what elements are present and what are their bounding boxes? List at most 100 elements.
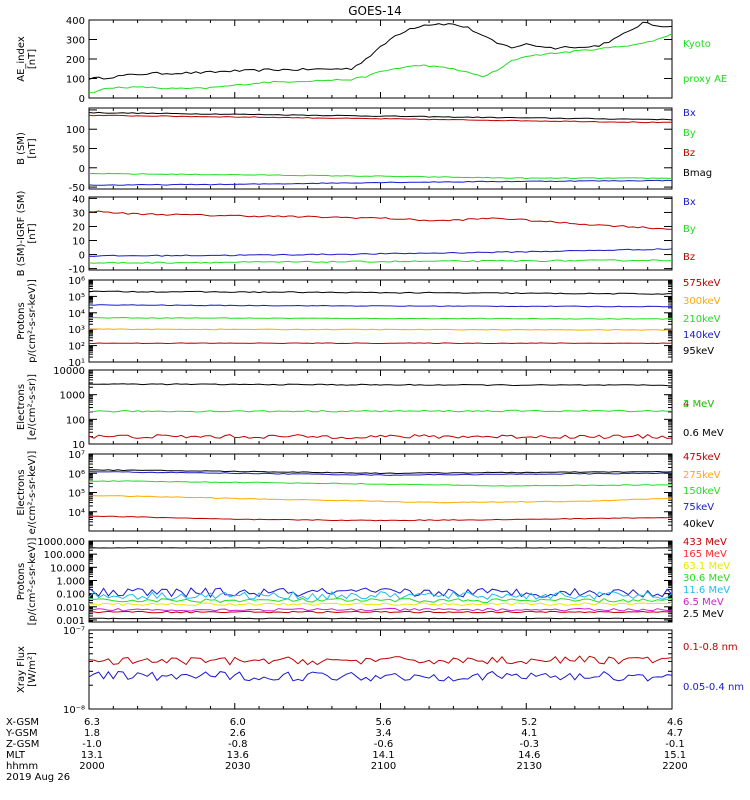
footer-value: -1.0 — [82, 739, 102, 750]
series-line-red — [88, 114, 672, 124]
series-line-blue — [88, 587, 673, 598]
panel-frame — [88, 107, 673, 190]
y-axis-label: B (SM) — [16, 132, 27, 165]
footer-value: 5.2 — [521, 717, 537, 728]
legend-entry: 30.6 MeV — [683, 573, 730, 584]
series-line-red — [88, 210, 673, 230]
legend-entry: Themis AE — [682, 0, 736, 3]
series-line-black — [88, 469, 673, 475]
y-axis-label: [nT] — [27, 223, 38, 243]
y-tick-label: 10⁴ — [68, 309, 85, 320]
y-axis-label: AE_index — [16, 36, 27, 82]
y-tick-label: 0 — [79, 251, 85, 262]
y-tick-label: 10⁶ — [68, 276, 85, 287]
y-tick-label: 100 — [66, 125, 85, 136]
legend-entry: proxy AE — [683, 74, 727, 85]
y-tick-label: 10000 — [53, 366, 85, 377]
footer-value: -0.1 — [665, 739, 685, 750]
footer-value: 13.6 — [227, 750, 249, 761]
y-tick-label: 10 — [72, 237, 85, 248]
y-axis-label: B (SM)-IGRF (SM) — [16, 191, 27, 277]
legend-entry: Bx — [683, 108, 696, 119]
series-line-blue — [88, 179, 673, 186]
series-line-magenta — [88, 607, 673, 612]
legend-entry: 95keV — [683, 346, 714, 357]
y-tick-label: 40 — [72, 194, 85, 205]
series-line-green — [88, 172, 673, 180]
legend-entry: 2 MeV — [683, 399, 714, 410]
panel-bigrf: -10 0 10 20 30 40 B (SM)-IGRF (SM) [nT] Bx By Bz — [16, 191, 696, 277]
y-tick-label: 0 — [79, 164, 85, 175]
y-tick-label: 100 — [66, 75, 85, 86]
legend-entry: 475keV — [683, 452, 721, 463]
y-tick-label: 10³ — [68, 325, 85, 336]
legend-entry: 150keV — [683, 486, 721, 497]
y-tick-label: 1000 — [60, 391, 85, 402]
legend-entry: 300keV — [683, 296, 721, 307]
series-line-blue — [88, 471, 673, 476]
series-line-green — [88, 598, 673, 604]
legend-entry: 0.1-0.8 nm — [683, 642, 738, 653]
series-line-kyoto — [88, 33, 673, 94]
y-tick-label: 300 — [66, 36, 85, 47]
legend-entry: Bz — [683, 148, 695, 159]
panel-frame — [88, 369, 673, 445]
legend-entry: 0.05-0.4 nm — [683, 682, 744, 693]
y-tick-label: -10 — [69, 265, 85, 276]
legend-entry: 433 MeV — [683, 537, 727, 548]
footer-value: 4.1 — [521, 728, 537, 739]
footer-row-label: MLT — [6, 750, 26, 761]
legend-entry: 2.5 MeV — [683, 609, 724, 620]
panel-frame — [88, 540, 673, 623]
panel-frame — [88, 629, 673, 710]
footer-value: -0.3 — [519, 739, 539, 750]
y-tick-label: 10⁵ — [68, 292, 85, 303]
y-tick-label: 100 — [66, 415, 85, 426]
footer-value: 6.0 — [230, 717, 246, 728]
y-tick-label: 10⁵ — [68, 489, 85, 500]
y-axis-label: Electrons — [16, 469, 27, 515]
footer-value: 2200 — [662, 761, 687, 772]
footer-value: 2000 — [79, 761, 104, 772]
legend-entry: 11.6 MeV — [683, 585, 730, 596]
series-line-red — [88, 610, 673, 614]
series-line-blue — [88, 670, 673, 682]
footer-value: 4.6 — [667, 717, 683, 728]
series-line-red — [88, 342, 673, 345]
y-tick-label: 10.000 — [50, 563, 85, 574]
panel-frame — [88, 453, 673, 532]
y-axis-label: e/(cm²-s-sr-keV)] — [27, 451, 38, 535]
series-line-green — [88, 409, 673, 413]
panel-frame — [88, 19, 673, 99]
legend-entry: 75keV — [683, 502, 714, 513]
panel-ae: 0 100 200 300 400 AE_index[nT] Kyoto proxy AE Th… — [16, 0, 736, 105]
y-tick-label: 30 — [72, 208, 85, 219]
y-tick-label: 10¹ — [68, 358, 85, 369]
footer-row-label: X-GSM — [6, 717, 39, 728]
y-tick-label: 1000.000 — [37, 537, 85, 548]
y-tick-label: 10⁻⁸ — [63, 705, 85, 716]
y-tick-label: 0.001 — [56, 616, 85, 627]
footer-value: 13.1 — [81, 750, 103, 761]
legend-entry: 210keV — [683, 314, 721, 325]
footer-value: -0.6 — [374, 739, 394, 750]
series-line-cyan — [88, 590, 673, 601]
y-axis-label: [e/(cm²-s-sr)] — [27, 374, 38, 440]
footer-value: 1.8 — [84, 728, 100, 739]
chart-title: GOES-14 — [348, 4, 402, 18]
y-axis-label: Xray Flux — [16, 646, 27, 693]
y-axis-label: Electrons — [16, 384, 27, 430]
series-line-blue — [88, 304, 673, 308]
series-line-black — [88, 617, 673, 620]
series-line-green — [88, 480, 673, 487]
y-tick-label: 0.010 — [56, 603, 85, 614]
footer-row-label: Y-GSM — [5, 728, 38, 739]
y-tick-label: 50 — [72, 145, 85, 156]
y-tick-label: 10² — [68, 342, 85, 353]
footer-value: 2.6 — [230, 728, 246, 739]
legend-entry: Bx — [683, 197, 696, 208]
series-line-yellow — [88, 602, 673, 606]
legend-entry: 0.6 MeV — [683, 428, 724, 439]
footer-value: 14.1 — [372, 750, 394, 761]
footer-value: 3.4 — [376, 728, 392, 739]
